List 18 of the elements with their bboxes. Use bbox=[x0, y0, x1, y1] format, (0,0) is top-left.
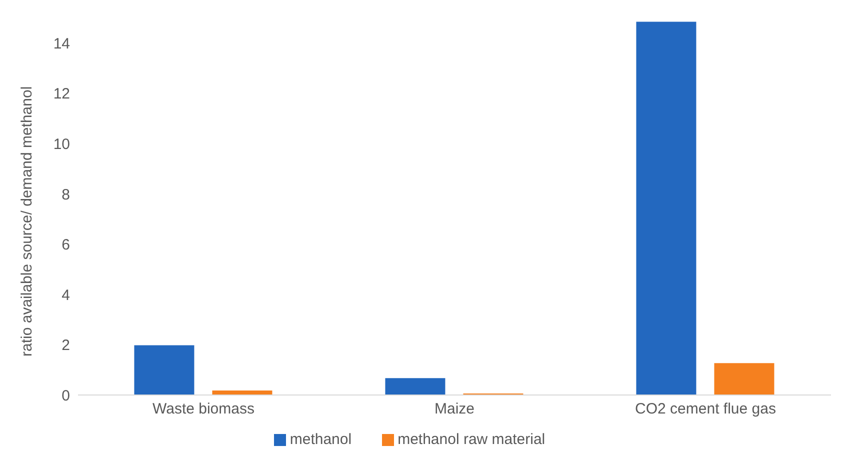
x-tick-label: Waste biomass bbox=[152, 400, 254, 418]
bar bbox=[714, 363, 774, 395]
bar bbox=[636, 22, 696, 395]
x-tick-label: CO2 cement flue gas bbox=[635, 400, 776, 418]
y-tick-label: 14 bbox=[53, 35, 70, 52]
y-tick-label: 12 bbox=[53, 86, 70, 103]
y-tick-label: 4 bbox=[62, 286, 70, 304]
legend-label: methanol raw material bbox=[398, 431, 546, 448]
y-tick-label: 2 bbox=[62, 337, 70, 354]
y-tick-label: 8 bbox=[62, 186, 70, 204]
y-axis-title: ratio available source/ demand methanol bbox=[18, 86, 36, 356]
legend-label: methanol bbox=[290, 431, 352, 448]
bar bbox=[385, 378, 446, 395]
x-tick-label: Maize bbox=[434, 400, 475, 418]
bar bbox=[134, 345, 194, 395]
y-tick-label: 0 bbox=[62, 387, 70, 404]
y-tick-label: 6 bbox=[62, 236, 70, 254]
y-tick-label: 10 bbox=[53, 136, 70, 153]
